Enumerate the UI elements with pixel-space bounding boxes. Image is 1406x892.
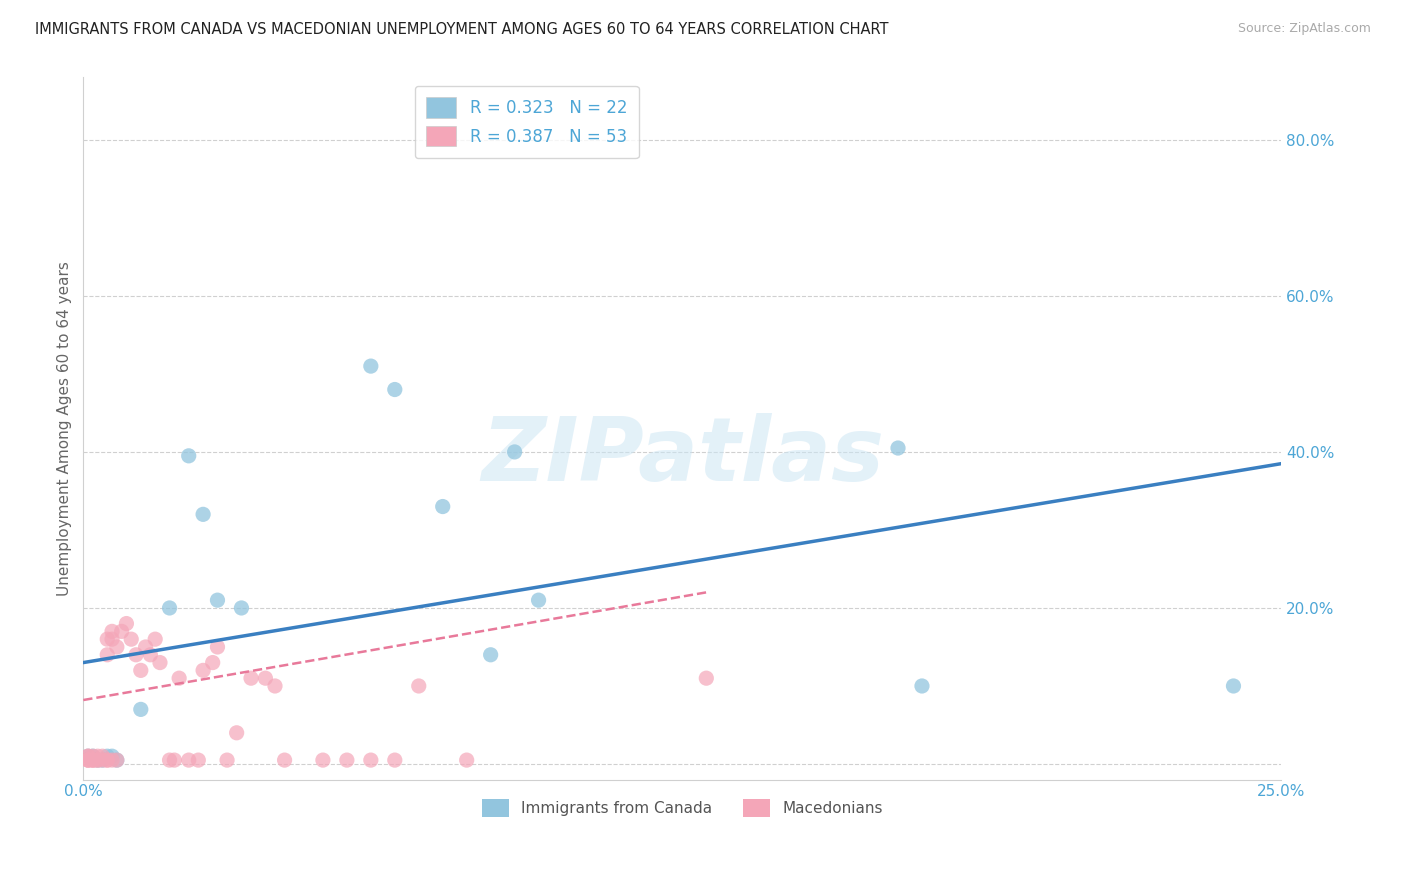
Point <box>125 648 148 662</box>
Point <box>384 383 406 397</box>
Point <box>159 601 181 615</box>
Point <box>82 753 104 767</box>
Point <box>273 753 295 767</box>
Point <box>177 753 200 767</box>
Point <box>527 593 550 607</box>
Point <box>77 749 100 764</box>
Point <box>96 753 118 767</box>
Point <box>139 648 162 662</box>
Point <box>91 753 114 767</box>
Point <box>129 664 152 678</box>
Point <box>191 664 214 678</box>
Point <box>96 753 118 767</box>
Point <box>456 753 478 767</box>
Point <box>82 753 104 767</box>
Point <box>111 624 134 639</box>
Point <box>82 749 104 764</box>
Point <box>82 749 104 764</box>
Point <box>360 359 382 373</box>
Point <box>479 648 502 662</box>
Point <box>911 679 934 693</box>
Legend: Immigrants from Canada, Macedonians: Immigrants from Canada, Macedonians <box>474 792 891 824</box>
Point <box>177 449 200 463</box>
Point <box>149 656 172 670</box>
Point <box>191 508 214 522</box>
Point <box>231 601 253 615</box>
Point <box>82 753 104 767</box>
Point <box>503 445 526 459</box>
Point <box>77 753 100 767</box>
Point <box>225 726 247 740</box>
Point <box>105 640 128 654</box>
Point <box>129 702 152 716</box>
Point <box>254 671 277 685</box>
Point <box>167 671 190 685</box>
Point <box>159 753 181 767</box>
Text: ZIPatlas: ZIPatlas <box>481 413 884 500</box>
Point <box>432 500 454 514</box>
Point <box>143 632 166 647</box>
Point <box>120 632 142 647</box>
Text: IMMIGRANTS FROM CANADA VS MACEDONIAN UNEMPLOYMENT AMONG AGES 60 TO 64 YEARS CORR: IMMIGRANTS FROM CANADA VS MACEDONIAN UNE… <box>35 22 889 37</box>
Point <box>101 749 124 764</box>
Point <box>207 640 229 654</box>
Point <box>96 749 118 764</box>
Point <box>215 753 238 767</box>
Point <box>101 624 124 639</box>
Point <box>86 753 108 767</box>
Point <box>77 749 100 764</box>
Point <box>360 753 382 767</box>
Point <box>887 441 910 455</box>
Point <box>96 632 118 647</box>
Point <box>336 753 359 767</box>
Y-axis label: Unemployment Among Ages 60 to 64 years: Unemployment Among Ages 60 to 64 years <box>58 261 72 596</box>
Text: Source: ZipAtlas.com: Source: ZipAtlas.com <box>1237 22 1371 36</box>
Point <box>408 679 430 693</box>
Point <box>384 753 406 767</box>
Point <box>77 749 100 764</box>
Point <box>77 753 100 767</box>
Point <box>695 671 717 685</box>
Point <box>105 753 128 767</box>
Point <box>101 753 124 767</box>
Point <box>96 648 118 662</box>
Point <box>91 753 114 767</box>
Point <box>264 679 287 693</box>
Point <box>115 616 138 631</box>
Point <box>163 753 186 767</box>
Point <box>312 753 335 767</box>
Point <box>105 753 128 767</box>
Point <box>86 749 108 764</box>
Point <box>240 671 263 685</box>
Point <box>187 753 209 767</box>
Point <box>86 753 108 767</box>
Point <box>77 753 100 767</box>
Point <box>101 632 124 647</box>
Point <box>135 640 157 654</box>
Point <box>201 656 224 670</box>
Point <box>91 749 114 764</box>
Point <box>207 593 229 607</box>
Point <box>86 753 108 767</box>
Point <box>1222 679 1244 693</box>
